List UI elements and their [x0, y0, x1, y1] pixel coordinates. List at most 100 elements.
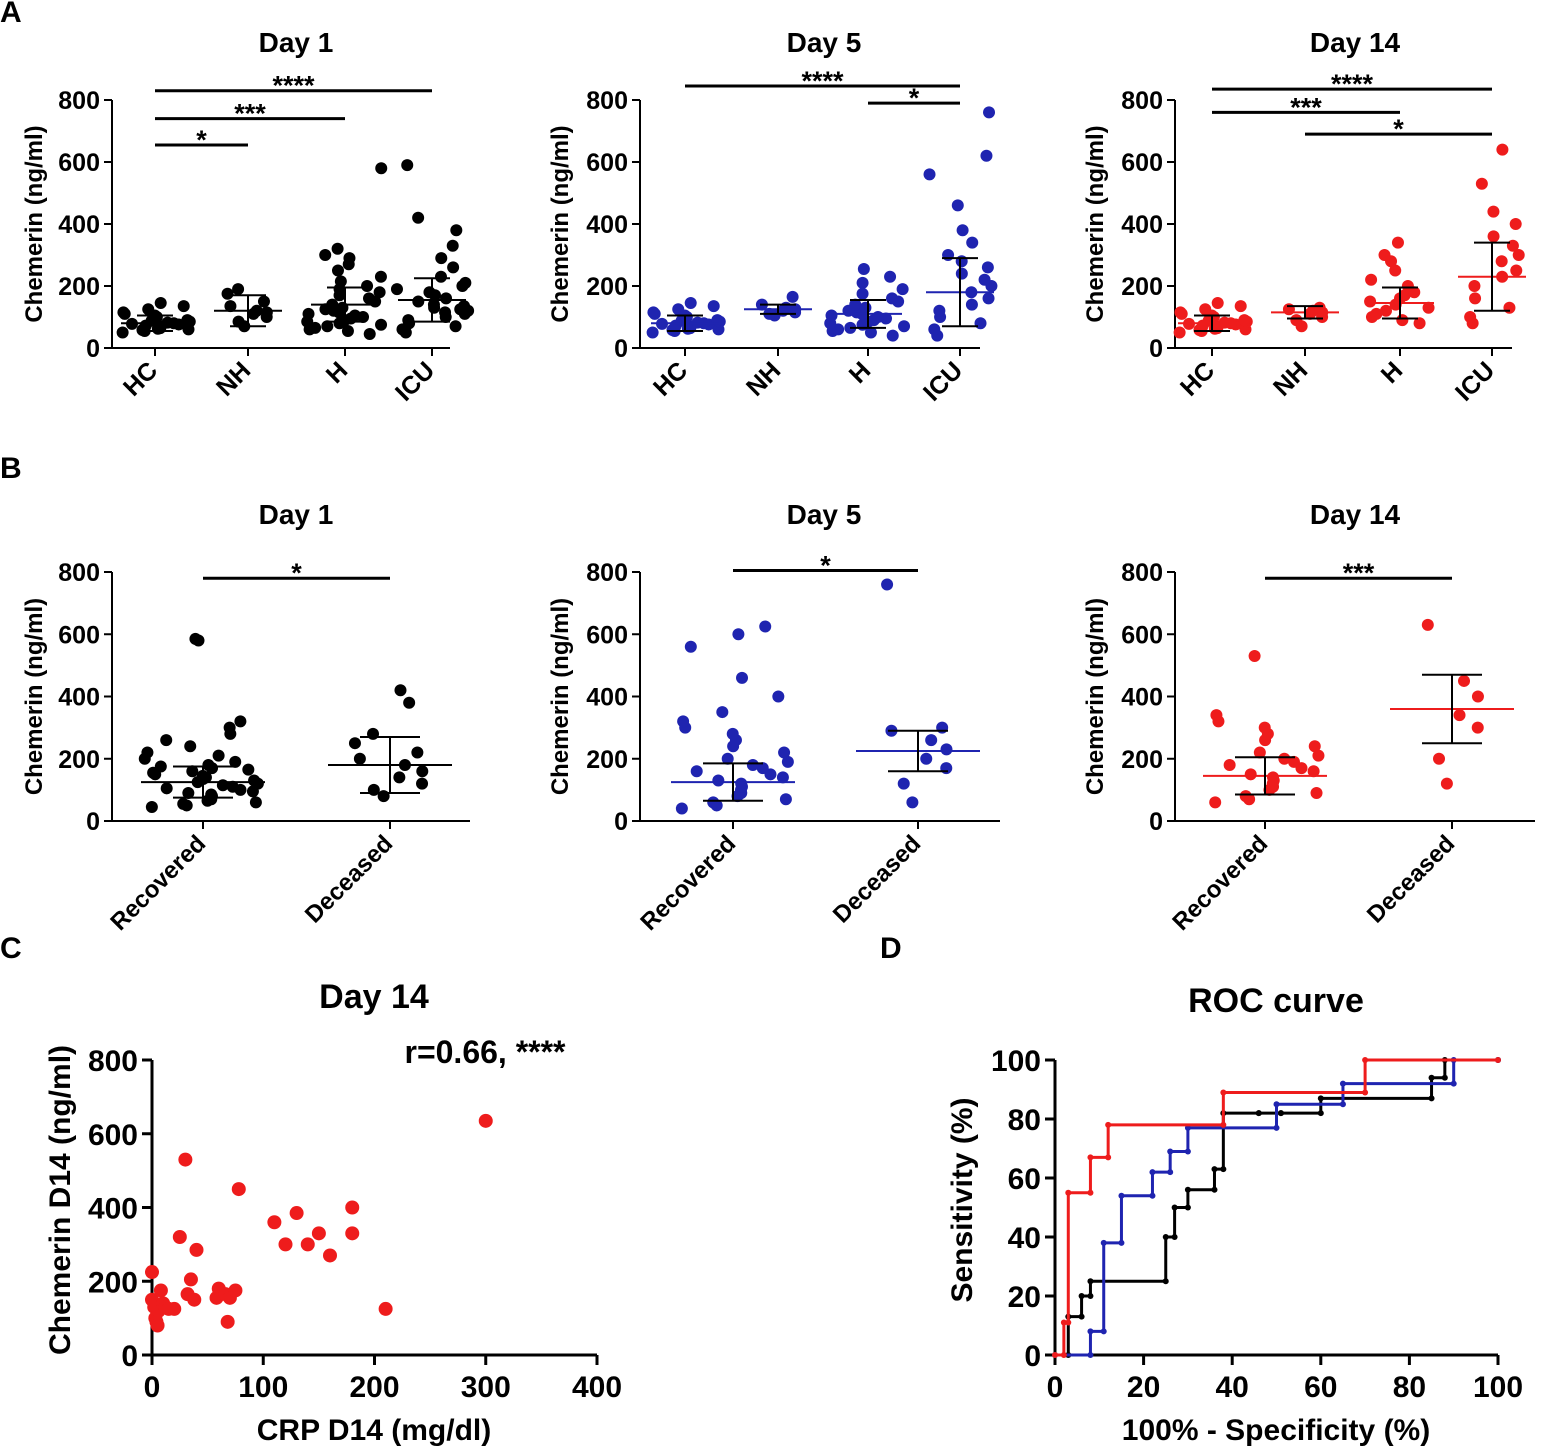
y-tick-label: 80	[1008, 1104, 1041, 1137]
data-point	[249, 796, 262, 809]
roc-marker	[1167, 1148, 1174, 1155]
y-tick-label: 400	[58, 684, 100, 712]
chart-title: Day 5	[787, 27, 862, 58]
data-point	[373, 286, 386, 299]
data-point	[1313, 301, 1326, 314]
data-point	[920, 752, 933, 765]
y-tick-label: 0	[1149, 808, 1163, 836]
y-tick-label: 600	[586, 621, 628, 649]
x-tick-label-hc: HC	[648, 356, 693, 401]
data-point	[1210, 709, 1223, 722]
data-point	[449, 320, 462, 333]
roc-marker	[1162, 1234, 1169, 1240]
data-point	[205, 788, 218, 801]
panel-letter-a: A	[0, 0, 22, 29]
data-point	[871, 311, 884, 323]
data-point	[154, 760, 167, 773]
data-point	[726, 727, 739, 740]
data-point	[1506, 239, 1519, 252]
y-tick-label: 800	[88, 1045, 138, 1078]
data-point	[690, 765, 703, 778]
roc-marker	[1362, 1057, 1369, 1063]
data-point	[234, 715, 247, 728]
data-point	[375, 318, 388, 331]
data-point	[367, 783, 380, 796]
roc-marker	[1317, 1095, 1324, 1102]
data-point	[1199, 303, 1212, 316]
roc-marker	[1428, 1095, 1435, 1102]
data-point	[1509, 218, 1522, 230]
roc-marker	[1211, 1186, 1218, 1193]
data-point	[1389, 264, 1402, 277]
y-tick-label: 800	[58, 559, 100, 587]
data-point	[1174, 306, 1187, 319]
data-point	[141, 746, 154, 759]
roc-marker	[1339, 1080, 1346, 1087]
chart-title: Day 1	[259, 499, 334, 530]
panel-letter-b: B	[0, 452, 22, 485]
roc-marker	[1065, 1319, 1072, 1326]
data-point	[786, 290, 799, 303]
data-point	[1211, 297, 1224, 310]
data-point	[1173, 326, 1186, 339]
x-tick-label: 100	[1473, 1371, 1523, 1404]
data-point	[348, 309, 361, 322]
data-point	[394, 684, 407, 697]
roc-marker	[1078, 1293, 1085, 1299]
data-point	[289, 1206, 304, 1221]
data-point	[1510, 264, 1523, 277]
data-point	[221, 287, 234, 300]
data-point	[1495, 255, 1508, 268]
data-point	[302, 307, 315, 320]
y-axis-label: Chemerin D14 (ng/ml)	[44, 1045, 77, 1355]
data-point	[684, 640, 697, 653]
roc-marker	[1060, 1352, 1067, 1358]
significance-label: *	[909, 83, 920, 113]
data-point	[965, 298, 978, 311]
data-point	[906, 796, 919, 809]
x-tick-label-h: H	[1376, 356, 1409, 389]
y-axis-label: Chemerin (ng/ml)	[1082, 125, 1109, 322]
x-tick-label-nh: NH	[1268, 356, 1313, 401]
roc-marker	[1149, 1192, 1156, 1199]
data-point	[1471, 721, 1484, 734]
y-axis-label: Sensitivity (%)	[946, 1097, 979, 1302]
roc-marker	[1362, 1089, 1369, 1096]
data-point	[864, 326, 877, 339]
data-point	[362, 292, 375, 305]
data-point	[1278, 752, 1291, 765]
data-point	[167, 1301, 182, 1316]
y-tick-label: 0	[86, 335, 100, 363]
data-point	[402, 314, 415, 327]
data-point	[1458, 674, 1471, 687]
data-point	[857, 262, 870, 275]
data-point	[321, 320, 334, 333]
data-point	[142, 303, 155, 316]
chart-a1: Day 1 0 200 400 600 800 Chemerin (ng/ml) HC NH H I…	[21, 27, 475, 407]
y-axis-label: Chemerin (ng/ml)	[1082, 598, 1109, 795]
data-point	[189, 632, 202, 645]
data-point	[374, 270, 387, 283]
roc-marker	[1428, 1074, 1435, 1081]
data-point	[411, 746, 424, 759]
data-point	[1234, 300, 1247, 313]
data-point	[675, 802, 688, 815]
data-point	[160, 734, 173, 747]
y-tick-label: 200	[1121, 273, 1163, 301]
data-point	[202, 758, 215, 771]
y-tick-label: 200	[586, 273, 628, 301]
data-point	[942, 249, 955, 261]
data-point	[898, 320, 911, 333]
data-point	[1496, 143, 1509, 156]
data-point	[776, 771, 789, 784]
y-tick-label: 800	[586, 87, 628, 115]
data-point	[956, 224, 969, 237]
roc-marker	[1184, 1204, 1191, 1211]
data-point	[1223, 758, 1236, 771]
roc-marker	[1118, 1192, 1125, 1199]
data-point	[160, 782, 173, 795]
data-point	[153, 1283, 168, 1298]
data-point	[781, 755, 794, 768]
data-point	[343, 252, 356, 265]
data-point	[712, 774, 725, 787]
